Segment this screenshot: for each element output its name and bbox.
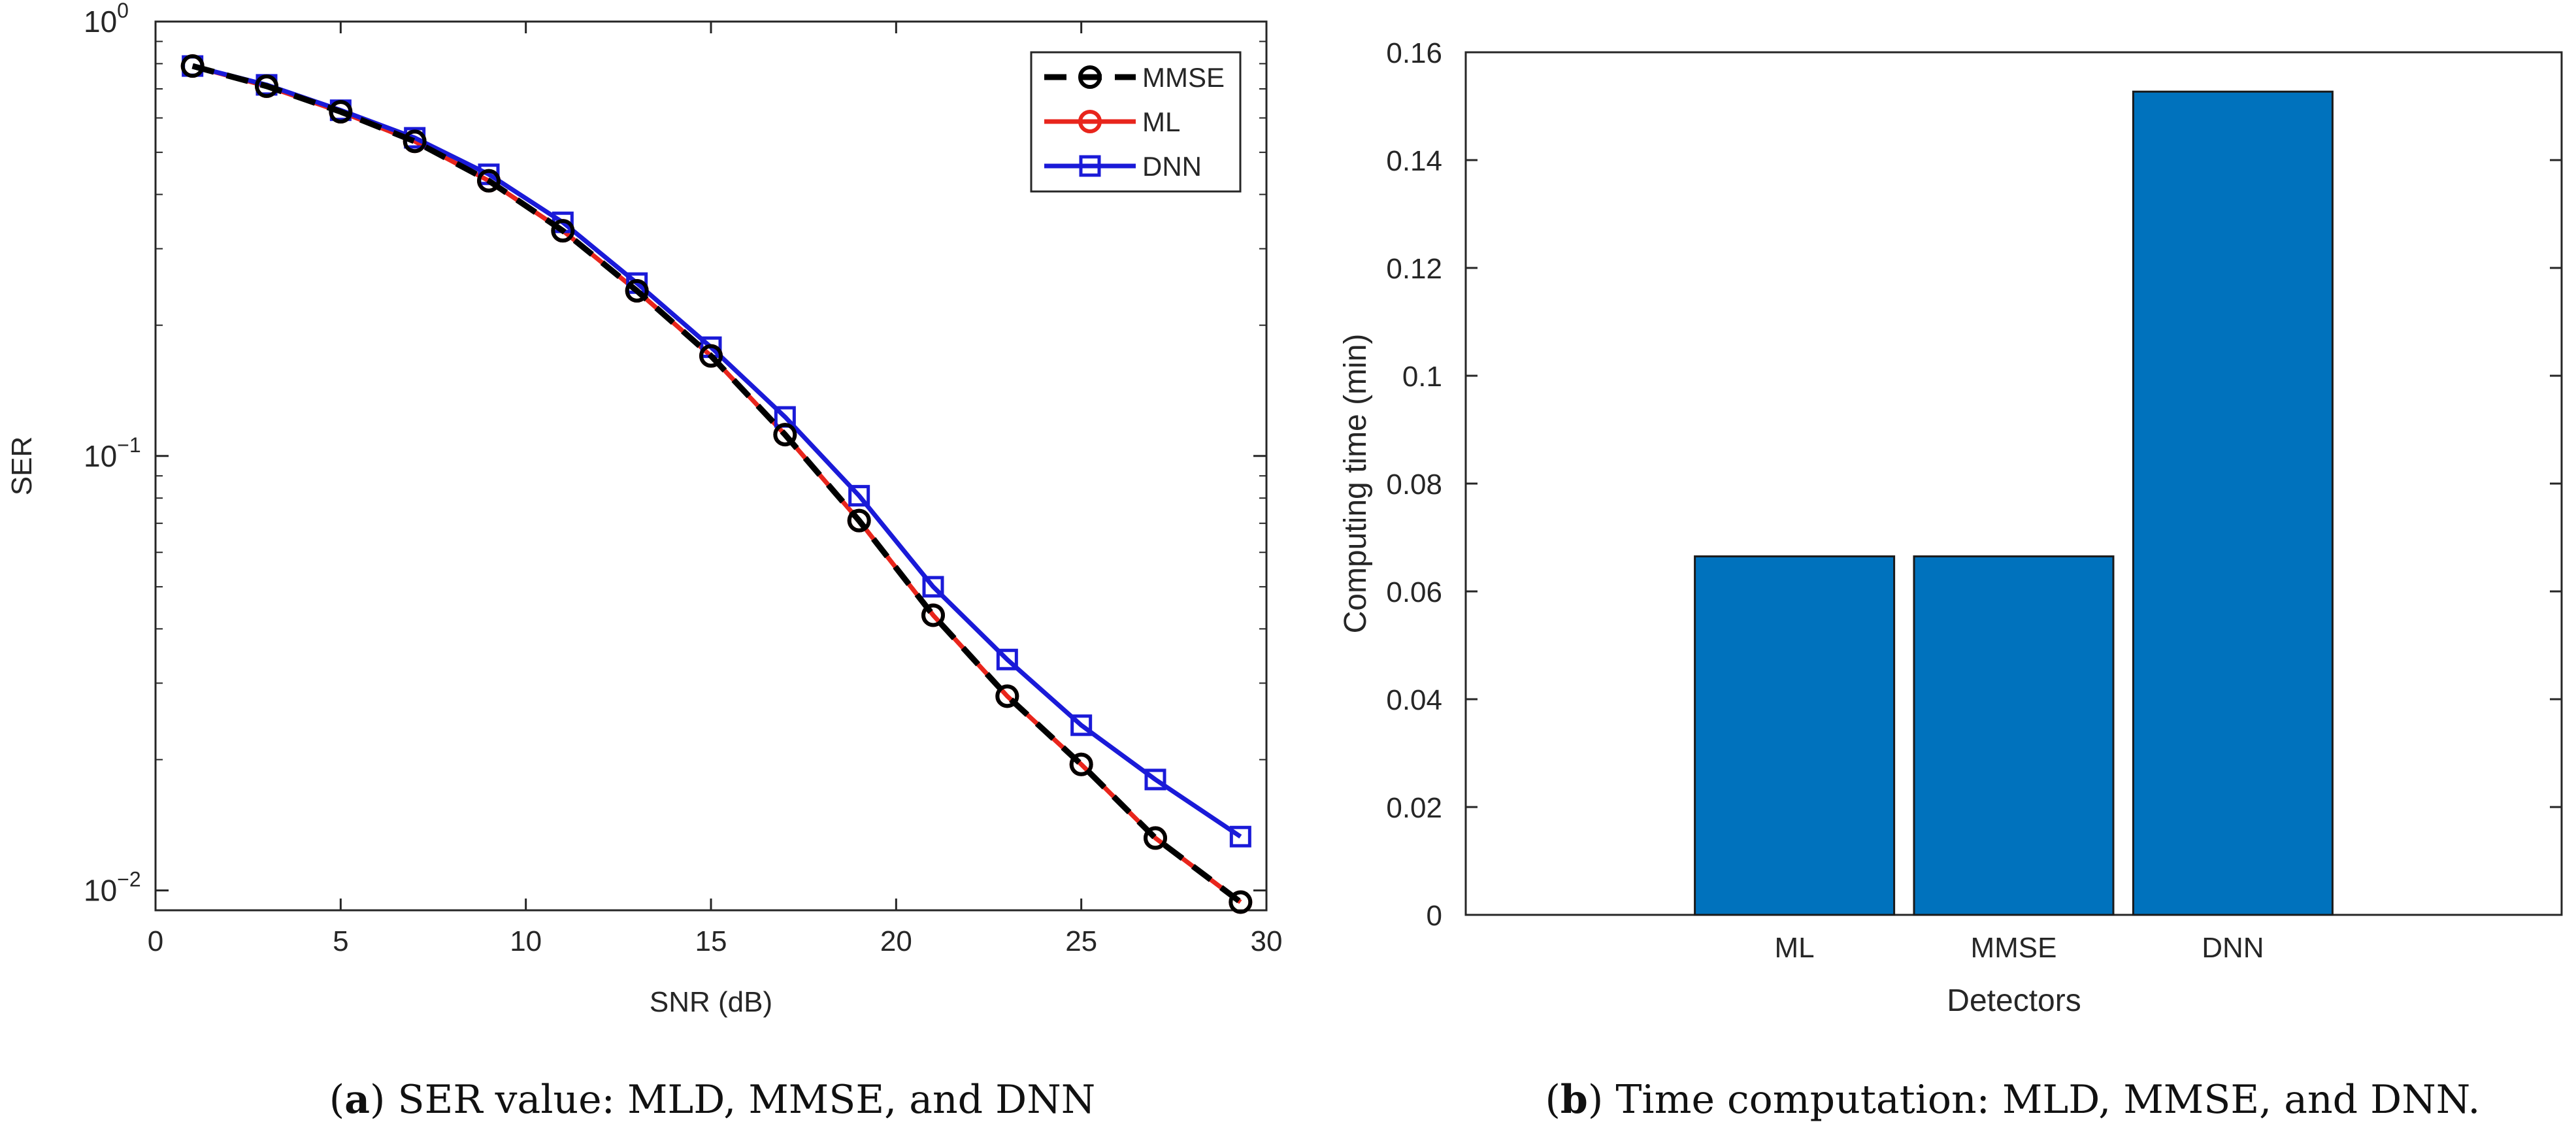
ser-point-dnn bbox=[848, 485, 870, 507]
ser-line-mmse bbox=[191, 63, 1243, 905]
ser-ylabel: SER bbox=[6, 437, 38, 495]
ser-xtick-label: 0 bbox=[148, 925, 163, 957]
ser-xtick-label: 10 bbox=[510, 925, 542, 957]
ser-ytick-label: 10−2 bbox=[84, 868, 141, 908]
time-xtick-label: DNN bbox=[2202, 932, 2264, 964]
ser-point-mmse bbox=[180, 54, 205, 78]
time-ytick-label: 0.08 bbox=[1386, 469, 1442, 501]
ser-ytick-base: 10 bbox=[84, 5, 117, 39]
ser-legend-label-ml: ML bbox=[1142, 107, 1180, 137]
time-bar-mmse bbox=[1913, 555, 2115, 916]
time-ytick-label: 0.1 bbox=[1402, 361, 1442, 393]
ser-ytick-exp: −2 bbox=[117, 868, 140, 891]
time-xlabel: Detectors bbox=[1947, 983, 2081, 1018]
ser-xlabel: SNR (dB) bbox=[650, 986, 772, 1018]
caption-b: (b) Time computation: MLD, MMSE, and DNN… bbox=[1545, 1077, 2481, 1123]
ser-point-dnn bbox=[922, 576, 944, 598]
time-ytick-label: 0.12 bbox=[1386, 253, 1442, 285]
caption-a-label: a bbox=[344, 1077, 370, 1123]
time-ticks: 0 0.02 0.04 0.06 0.08 0.1 0.12 0.14 0.16 ML MMSE DN… bbox=[1386, 37, 2562, 964]
ser-ytick-label: 100 bbox=[84, 0, 129, 39]
ser-point-mmse bbox=[1229, 890, 1253, 914]
ser-legend-label-mmse: MMSE bbox=[1142, 62, 1225, 93]
ser-ytick-base: 10 bbox=[84, 874, 117, 908]
ser-legend-marker-ml bbox=[1078, 110, 1102, 133]
ser-point-mmse bbox=[255, 74, 278, 98]
time-ylabel: Computing time (min) bbox=[1338, 334, 1373, 634]
caption-a-text: ) SER value: MLD, MMSE, and DNN bbox=[370, 1077, 1095, 1123]
time-bar-dnn bbox=[2132, 90, 2334, 916]
time-bars bbox=[1694, 90, 2334, 916]
ser-xtick-label: 25 bbox=[1065, 925, 1097, 957]
ser-legend-label-dnn: DNN bbox=[1142, 151, 1202, 182]
ser-point-mmse bbox=[551, 219, 575, 243]
caption-b-text: ) Time computation: MLD, MMSE, and DNN. bbox=[1588, 1077, 2481, 1123]
time-chart: 0 0.02 0.04 0.06 0.08 0.1 0.12 0.14 0.16 ML MMSE DN… bbox=[1338, 37, 2563, 1018]
ser-point-mmse bbox=[477, 169, 501, 193]
time-ytick-label: 0 bbox=[1427, 900, 1442, 932]
caption-a: (a) SER value: MLD, MMSE, and DNN bbox=[329, 1077, 1096, 1123]
ser-xtick-label: 30 bbox=[1251, 925, 1283, 957]
time-ytick-label: 0.04 bbox=[1386, 684, 1442, 716]
time-ytick-label: 0.14 bbox=[1386, 145, 1442, 177]
ser-ytick-exp: 0 bbox=[117, 0, 129, 22]
ser-point-dnn bbox=[1144, 768, 1166, 791]
ser-point-mmse bbox=[403, 129, 427, 154]
ser-point-dnn bbox=[1229, 825, 1251, 848]
ser-point-dnn bbox=[1070, 714, 1093, 736]
ser-point-mmse bbox=[847, 508, 871, 533]
ser-legend-marker-mmse bbox=[1078, 65, 1102, 89]
ser-point-mmse bbox=[773, 423, 797, 447]
ser-xtick-label: 20 bbox=[880, 925, 912, 957]
ser-ytick-exp: −1 bbox=[117, 433, 140, 457]
ser-point-mmse bbox=[921, 603, 945, 627]
ser-point-mmse bbox=[329, 100, 353, 124]
ser-ytick-label: 10−1 bbox=[84, 433, 141, 473]
ser-point-mmse bbox=[699, 344, 723, 368]
ser-point-mmse bbox=[1069, 752, 1093, 776]
ser-ytick-base: 10 bbox=[84, 439, 117, 473]
ser-xtick-label: 15 bbox=[695, 925, 727, 957]
time-ytick-label: 0.06 bbox=[1386, 576, 1442, 608]
ser-point-dnn bbox=[996, 648, 1018, 670]
time-ytick-label: 0.16 bbox=[1386, 37, 1442, 69]
ser-legend: MMSE ML DNN bbox=[1030, 51, 1242, 193]
time-xtick-label: MMSE bbox=[1971, 932, 2057, 964]
ser-point-mmse bbox=[1144, 826, 1167, 850]
ser-xtick-label: 5 bbox=[333, 925, 348, 957]
time-xtick-label: ML bbox=[1775, 932, 1815, 964]
ser-series bbox=[180, 54, 1253, 914]
ser-point-mmse bbox=[625, 279, 649, 303]
time-ytick-label: 0.02 bbox=[1386, 792, 1442, 824]
time-bar-ml bbox=[1694, 555, 1896, 916]
ser-legend-marker-dnn bbox=[1079, 155, 1101, 177]
caption-b-label: b bbox=[1560, 1077, 1588, 1123]
ser-point-mmse bbox=[995, 684, 1019, 708]
